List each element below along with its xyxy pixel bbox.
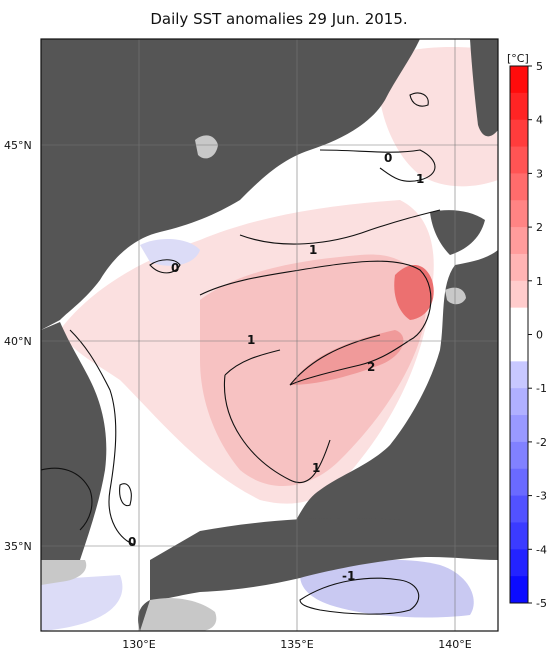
- colorbar-band: [510, 522, 528, 550]
- land-hokkaido-tip: [430, 210, 485, 255]
- colorbar-band: [510, 119, 528, 148]
- colorbar-band: [510, 441, 528, 470]
- contour-label: 0: [128, 535, 136, 549]
- colorbar-band: [510, 146, 528, 174]
- colorbar-tick-label: 0: [536, 329, 543, 342]
- colorbar-tick-label: -2: [536, 436, 547, 449]
- colorbar-band: [510, 549, 528, 577]
- colorbar-tick-label: 4: [536, 114, 543, 127]
- nodata-patch-4: [41, 560, 87, 585]
- cold-anomaly-south: [300, 559, 474, 618]
- nodata-patch-2: [445, 287, 466, 305]
- colorbar-band: [510, 495, 528, 523]
- colorbar-band: [510, 173, 528, 201]
- land-japan-north: [290, 39, 498, 530]
- cold-anomaly-west: [140, 238, 200, 266]
- colorbar-ticks: 5 4 3 2 1 0 -1 -2 -3 -4 -5: [528, 60, 547, 610]
- contour-label: 1: [312, 461, 320, 475]
- colorbar-swatches: [510, 66, 528, 604]
- colorbar-band: [510, 280, 528, 309]
- colorbar-tick-label: 1: [536, 275, 543, 288]
- graticule: [41, 39, 498, 631]
- nodata-patch-1: [195, 135, 218, 159]
- contour-label: 2: [367, 360, 375, 374]
- contour-label: 1: [309, 243, 317, 257]
- colorbar-band: [510, 468, 528, 497]
- colorbar-band: [510, 66, 528, 94]
- colorbar-tick-label: -4: [536, 543, 547, 556]
- colorbar: [°C] 5 4 3 2 1 0 -1 -2 -3 -4 -5: [507, 52, 547, 610]
- colorbar-band: [510, 92, 528, 121]
- warm-anomaly-peak: [394, 264, 434, 320]
- land-continent: [41, 39, 420, 330]
- contour-lines: [41, 92, 441, 615]
- lat-label-45: 45°N: [4, 139, 32, 152]
- land-sakhalin: [470, 39, 498, 137]
- colorbar-tick-label: -5: [536, 597, 547, 610]
- lon-label-130: 130°E: [122, 638, 155, 651]
- contour-label: 0: [384, 151, 392, 165]
- warm-anomaly-strong: [290, 330, 404, 385]
- colorbar-tick-label: -3: [536, 490, 547, 503]
- nodata-patch-3: [140, 598, 217, 631]
- colorbar-tick-label: 3: [536, 167, 543, 180]
- colorbar-tick-label: 5: [536, 60, 543, 73]
- contour-label: -1: [342, 569, 355, 583]
- colorbar-band: [510, 253, 528, 282]
- lon-label-135: 135°E: [280, 638, 313, 651]
- colorbar-band: [510, 361, 528, 389]
- lat-label-40: 40°N: [4, 335, 32, 348]
- map-area: 0 1 1 0 1 2 1 0 -1: [41, 39, 498, 631]
- colorbar-band: [510, 576, 528, 604]
- contour-label: 0: [171, 261, 179, 275]
- colorbar-band: [510, 307, 528, 335]
- lat-label-35: 35°N: [4, 540, 32, 553]
- colorbar-band: [510, 200, 528, 228]
- land-korea: [41, 322, 107, 565]
- contour-label: 1: [247, 333, 255, 347]
- colorbar-band: [510, 334, 528, 362]
- colorbar-band: [510, 415, 528, 443]
- map-title: Daily SST anomalies 29 Jun. 2015.: [150, 10, 408, 28]
- colorbar-unit-label: [°C]: [507, 52, 529, 65]
- colorbar-tick-label: 2: [536, 221, 543, 234]
- colorbar-band: [510, 227, 528, 255]
- colorbar-band: [510, 388, 528, 416]
- contour-label: 1: [416, 172, 424, 186]
- cold-anomaly-southwest: [41, 575, 123, 631]
- map-frame: [40, 38, 499, 632]
- lon-label-140: 140°E: [438, 638, 471, 651]
- land-japan-south: [150, 518, 498, 600]
- colorbar-tick-label: -1: [536, 382, 547, 395]
